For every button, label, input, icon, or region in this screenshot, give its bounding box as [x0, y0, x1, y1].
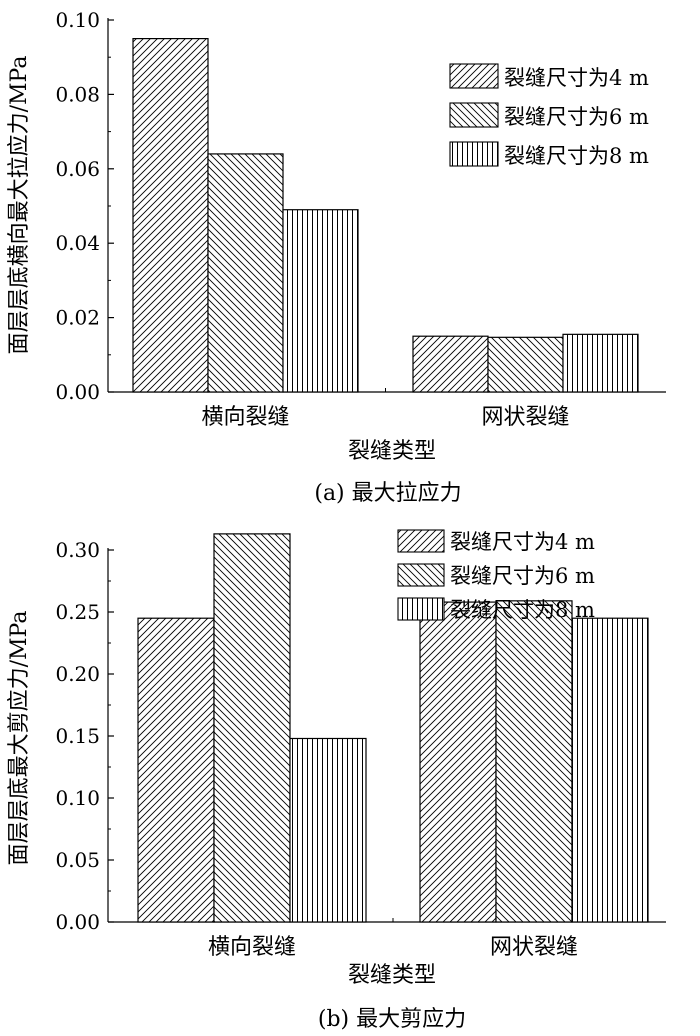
chart-a-y-tick-label: 0.02 — [55, 306, 100, 330]
chart-a-y-tick-label: 0.04 — [55, 231, 100, 255]
chart-b-y-tick-label: 0.15 — [55, 724, 100, 748]
chart-b-bar — [571, 617, 649, 923]
chart-a-bar — [487, 336, 564, 393]
chart-a-category-label: 横向裂缝 — [201, 405, 289, 430]
chart-a-bar — [412, 335, 489, 393]
chart-a-category-labels: 横向裂缝 网状裂缝 — [201, 405, 569, 430]
chart-a-legend-swatch — [449, 102, 499, 128]
chart-b-y-tick-label: 0.20 — [55, 662, 100, 686]
chart-a-y-tick-label: 0.10 — [55, 8, 100, 32]
chart-b-y-tick-label: 0.25 — [55, 600, 100, 624]
chart-b-y-tick-label: 0.30 — [55, 538, 100, 562]
chart-b-category-label: 网状裂缝 — [490, 935, 578, 960]
chart-a-legend-swatch — [449, 141, 499, 167]
chart-a-y-axis-label: 面层层底横向最大拉应力/MPa — [7, 56, 32, 355]
chart-b-category-labels: 横向裂缝 网状裂缝 — [208, 935, 578, 960]
chart-a-legend-label: 裂缝尺寸为8 m — [504, 144, 649, 168]
chart-b: 0.00 0.05 0.10 0.15 0.20 0.25 0.30 横向裂缝 网状裂缝 裂缝… — [7, 529, 666, 1032]
chart-a-bar — [132, 37, 209, 393]
chart-a-legend-label: 裂缝尺寸为4 m — [504, 66, 649, 90]
chart-a: 0.00 0.02 0.04 0.06 0.08 0.10 横向裂缝 网状裂缝 裂缝尺寸为4… — [7, 8, 666, 506]
chart-a-caption: (a) 最大拉应力 — [314, 481, 461, 506]
chart-b-legend-label: 裂缝尺寸为6 m — [450, 564, 595, 588]
chart-a-x-axis-label: 裂缝类型 — [348, 439, 436, 464]
chart-b-legend-swatch — [397, 529, 445, 553]
chart-a-legend: 裂缝尺寸为4 m 裂缝尺寸为6 m 裂缝尺寸为8 m — [449, 63, 649, 168]
chart-b-bars — [137, 533, 649, 923]
chart-b-y-tick-label: 0.00 — [55, 910, 100, 934]
chart-b-bar — [419, 601, 497, 923]
chart-a-legend-label: 裂缝尺寸为6 m — [504, 105, 649, 129]
chart-a-y-ticks: 0.00 0.02 0.04 0.06 0.08 0.10 — [55, 8, 114, 404]
chart-b-bar — [289, 737, 367, 923]
chart-b-category-label: 横向裂缝 — [208, 935, 296, 960]
chart-a-bar — [207, 153, 284, 393]
chart-b-bar — [137, 617, 215, 923]
chart-b-y-ticks: 0.00 0.05 0.10 0.15 0.20 0.25 0.30 — [55, 538, 114, 934]
chart-a-bar — [282, 209, 359, 393]
chart-a-y-tick-label: 0.00 — [55, 380, 100, 404]
chart-b-x-axis-label: 裂缝类型 — [348, 963, 436, 988]
chart-b-bar — [495, 600, 573, 923]
chart-a-legend-swatch — [449, 63, 499, 89]
chart-b-legend-swatch — [397, 597, 445, 621]
chart-b-legend-label: 裂缝尺寸为4 m — [450, 530, 595, 554]
chart-a-category-label: 网状裂缝 — [481, 405, 569, 430]
chart-b-y-tick-label: 0.05 — [55, 848, 100, 872]
chart-b-caption: (b) 最大剪应力 — [318, 1007, 466, 1032]
chart-a-y-tick-label: 0.06 — [55, 157, 100, 181]
chart-b-legend-label: 裂缝尺寸为8 m — [450, 598, 595, 622]
chart-b-y-tick-label: 0.10 — [55, 786, 100, 810]
chart-b-legend: 裂缝尺寸为4 m 裂缝尺寸为6 m 裂缝尺寸为8 m — [397, 529, 595, 622]
chart-b-legend-swatch — [397, 563, 445, 587]
chart-a-y-tick-label: 0.08 — [55, 82, 100, 106]
chart-a-bars — [132, 37, 639, 393]
chart-b-bar — [213, 533, 291, 923]
chart-b-y-axis-label: 面层层底最大剪应力/MPa — [7, 611, 32, 866]
chart-a-bar — [562, 333, 639, 393]
